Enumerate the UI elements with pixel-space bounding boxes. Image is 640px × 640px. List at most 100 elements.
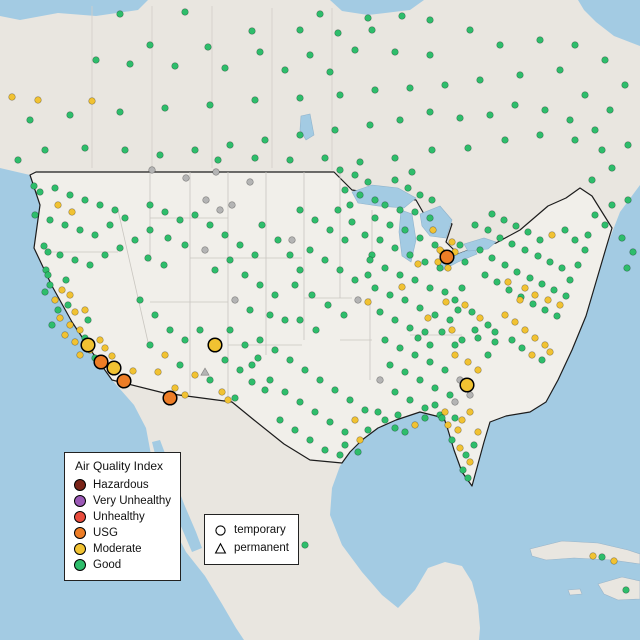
station-marker-good: [271, 346, 279, 354]
station-marker-good: [176, 216, 184, 224]
station-marker-mod: [414, 260, 422, 268]
station-marker-mod: [448, 326, 456, 334]
station-marker-mod: [66, 291, 74, 299]
station-marker-na: [451, 398, 459, 406]
station-marker-good: [306, 246, 314, 254]
station-marker-good: [221, 231, 229, 239]
station-marker-mod: [610, 557, 618, 565]
legend-item-temporary: temporary: [214, 521, 289, 539]
station-marker-na: [231, 296, 239, 304]
station-marker-good: [291, 426, 299, 434]
station-marker-good: [536, 131, 544, 139]
station-marker-mod: [474, 428, 482, 436]
legend-swatch-mod: [74, 543, 86, 555]
station-marker-good: [368, 26, 376, 34]
station-marker-good: [411, 276, 419, 284]
station-marker-mod: [531, 291, 539, 299]
station-marker-good: [491, 328, 499, 336]
station-marker-good: [191, 211, 199, 219]
station-marker-good: [81, 196, 89, 204]
station-marker-good: [62, 276, 70, 284]
station-marker-good: [116, 244, 124, 252]
station-marker-good: [448, 436, 456, 444]
station-marker-good: [36, 188, 44, 196]
station-marker-good: [571, 136, 579, 144]
station-marker-good: [536, 236, 544, 244]
station-marker-mod: [58, 286, 66, 294]
station-marker-good: [146, 226, 154, 234]
legend-label-unh: Unhealthy: [93, 511, 145, 523]
station-marker-good: [248, 361, 256, 369]
lake-superior: [351, 184, 417, 209]
station-marker-good: [496, 41, 504, 49]
station-marker-good: [286, 156, 294, 164]
station-marker-good: [354, 448, 362, 456]
station-marker-mod: [528, 351, 536, 359]
station-marker-good: [401, 428, 409, 436]
station-marker-good: [571, 236, 579, 244]
station-marker-good: [31, 211, 39, 219]
lake-huron: [419, 205, 453, 239]
station-marker-good: [156, 151, 164, 159]
station-marker-good: [584, 231, 592, 239]
station-marker-good: [356, 191, 364, 199]
station-marker-good: [296, 131, 304, 139]
station-marker-good: [438, 414, 446, 422]
station-marker-good: [474, 334, 482, 342]
station-marker-good: [376, 236, 384, 244]
station-marker-good: [416, 304, 424, 312]
station-marker-good: [416, 376, 424, 384]
station-marker-good: [340, 311, 348, 319]
station-marker-good: [381, 201, 389, 209]
station-marker-na: [228, 201, 236, 209]
station-marker-na: [212, 168, 220, 176]
station-marker-good: [391, 154, 399, 162]
station-marker-good: [561, 226, 569, 234]
station-marker-good: [101, 251, 109, 259]
station-marker-mod: [458, 416, 466, 424]
station-marker-good: [236, 366, 244, 374]
station-marker-good: [261, 136, 269, 144]
station-marker-good: [251, 96, 259, 104]
station-marker-good: [76, 226, 84, 234]
station-marker-mod: [516, 296, 524, 304]
station-marker-mod: [436, 246, 444, 254]
station-marker-good: [491, 338, 499, 346]
station-marker-mod: [448, 238, 456, 246]
pacific-ocean: [0, 168, 244, 640]
station-marker-good: [476, 76, 484, 84]
station-marker-good: [466, 26, 474, 34]
station-marker-good: [581, 246, 589, 254]
station-marker-good: [408, 168, 416, 176]
station-marker-good: [566, 276, 574, 284]
station-marker-mod: [80, 337, 96, 353]
station-marker-good: [54, 306, 62, 314]
station-marker-good: [316, 376, 324, 384]
station-marker-good: [306, 51, 314, 59]
station-marker-good: [550, 286, 558, 294]
station-marker-good: [441, 81, 449, 89]
station-marker-good: [622, 586, 630, 594]
circle-symbol-icon: [215, 524, 226, 536]
station-marker-mod: [541, 341, 549, 349]
station-marker-na: [202, 196, 210, 204]
station-marker-good: [421, 414, 429, 422]
shape-legend-items: temporary permanent: [214, 521, 289, 557]
station-marker-good: [458, 284, 466, 292]
station-marker-good: [206, 101, 214, 109]
station-marker-good: [598, 146, 606, 154]
station-marker-good: [601, 56, 609, 64]
station-marker-good: [126, 60, 134, 68]
station-marker-good: [181, 336, 189, 344]
station-marker-good: [14, 156, 22, 164]
station-marker-good: [46, 281, 54, 289]
station-marker-good: [251, 251, 259, 259]
station-marker-good: [391, 48, 399, 56]
station-marker-mod: [154, 368, 162, 376]
station-marker-good: [391, 388, 399, 396]
station-marker-good: [64, 301, 72, 309]
station-marker-good: [416, 191, 424, 199]
station-marker-good: [116, 108, 124, 116]
shape-legend: temporary permanent: [204, 514, 299, 565]
station-marker-good: [44, 271, 52, 279]
